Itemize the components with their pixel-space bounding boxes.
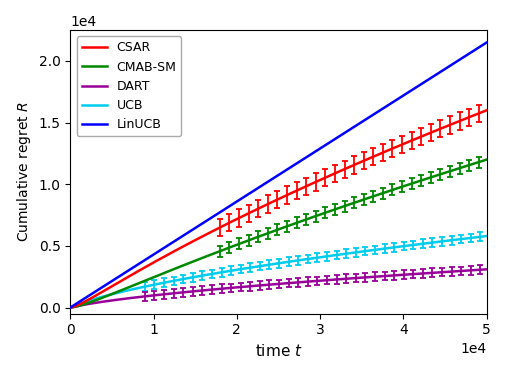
LinUCB: [398, 94, 405, 98]
CMAB-SM: [250, 236, 256, 241]
CMAB-SM: [110, 291, 116, 296]
DART: [250, 284, 256, 288]
UCB: [67, 305, 73, 310]
LinUCB: [110, 278, 116, 283]
CSAR: [110, 283, 116, 288]
CMAB-SM: [352, 200, 359, 204]
Line: DART: DART: [70, 269, 486, 307]
CSAR: [250, 209, 256, 213]
CMAB-SM: [67, 305, 73, 310]
CSAR: [483, 108, 489, 113]
Line: CMAB-SM: CMAB-SM: [70, 160, 486, 307]
UCB: [110, 292, 116, 296]
UCB: [235, 267, 241, 272]
UCB: [250, 265, 256, 269]
Line: LinUCB: LinUCB: [70, 43, 486, 307]
CSAR: [391, 145, 397, 150]
LinUCB: [67, 305, 73, 310]
DART: [235, 285, 241, 289]
LinUCB: [235, 198, 241, 203]
LinUCB: [352, 123, 359, 128]
DART: [398, 273, 405, 277]
CMAB-SM: [391, 187, 397, 191]
CMAB-SM: [483, 157, 489, 162]
CMAB-SM: [398, 184, 405, 189]
CSAR: [352, 162, 359, 166]
LinUCB: [391, 99, 397, 103]
X-axis label: time $t$: time $t$: [254, 343, 301, 359]
CSAR: [398, 142, 405, 147]
LinUCB: [483, 40, 489, 45]
Line: CSAR: CSAR: [70, 110, 486, 307]
DART: [67, 305, 73, 310]
UCB: [391, 245, 397, 249]
Legend: CSAR, CMAB-SM, DART, UCB, LinUCB: CSAR, CMAB-SM, DART, UCB, LinUCB: [76, 36, 181, 137]
Line: UCB: UCB: [70, 236, 486, 307]
LinUCB: [250, 188, 256, 193]
CSAR: [235, 216, 241, 220]
UCB: [483, 234, 489, 238]
CSAR: [67, 305, 73, 310]
DART: [483, 267, 489, 272]
DART: [391, 273, 397, 278]
UCB: [352, 250, 359, 255]
DART: [352, 276, 359, 280]
Y-axis label: Cumulative regret $R$: Cumulative regret $R$: [15, 101, 33, 242]
CMAB-SM: [235, 242, 241, 246]
DART: [110, 298, 116, 303]
UCB: [398, 244, 405, 249]
